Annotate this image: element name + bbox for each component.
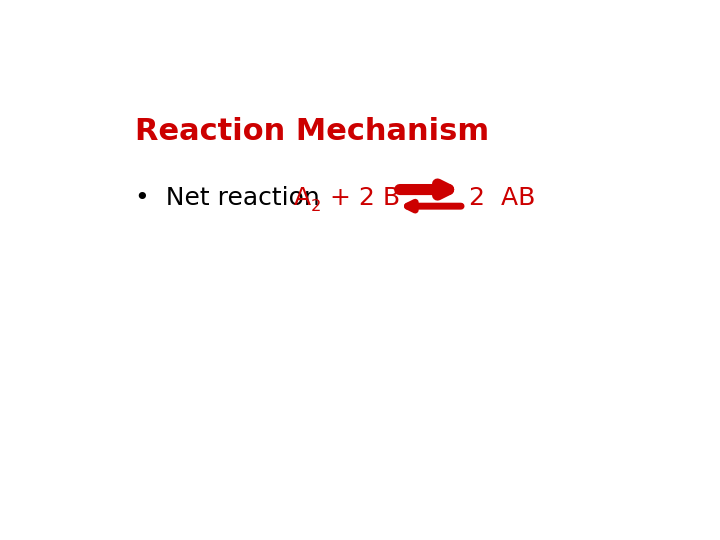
Text: Reaction Mechanism: Reaction Mechanism	[135, 117, 489, 146]
Text: 2: 2	[310, 199, 321, 214]
Text: •  Net reaction: • Net reaction	[135, 186, 320, 210]
Text: + 2 B: + 2 B	[322, 186, 400, 210]
Text: 2  AB: 2 AB	[469, 186, 536, 210]
Text: A: A	[294, 186, 311, 210]
